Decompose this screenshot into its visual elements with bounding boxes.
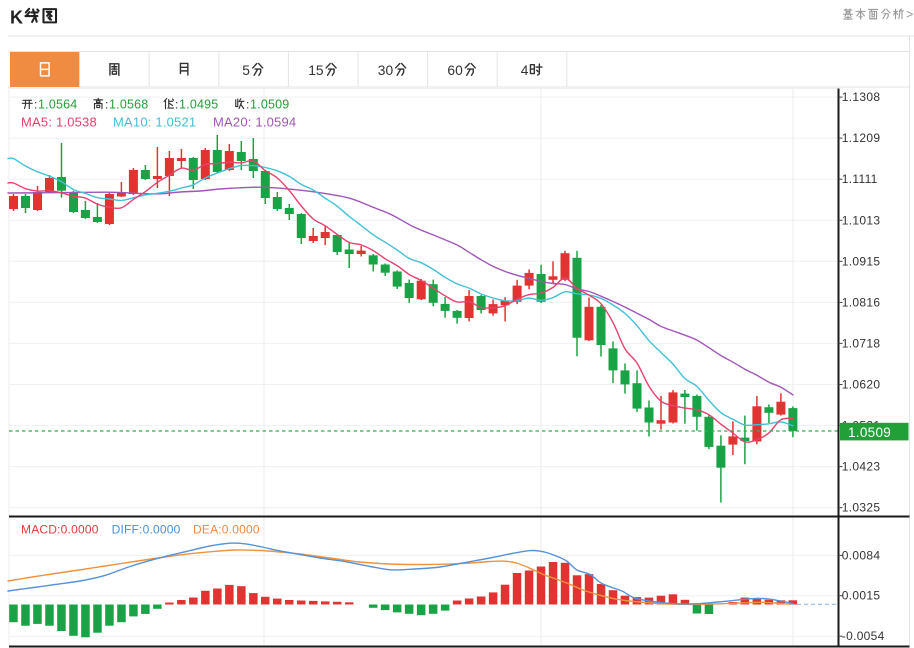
svg-text::: : (34, 98, 37, 112)
svg-text::: : (105, 98, 108, 112)
svg-text:1.1209: 1.1209 (842, 131, 881, 145)
svg-text:1.1013: 1.1013 (842, 213, 881, 227)
svg-text:1.1111: 1.1111 (842, 172, 878, 186)
svg-text:30: 30 (378, 63, 394, 78)
svg-text:1.0325: 1.0325 (842, 501, 881, 515)
svg-text:1.0620: 1.0620 (842, 378, 881, 392)
svg-text:MACD:0.0000: MACD:0.0000 (21, 523, 99, 537)
svg-text:1.0816: 1.0816 (842, 295, 881, 309)
svg-text:1.0564: 1.0564 (38, 98, 77, 112)
svg-text:MA10: 1.0521: MA10: 1.0521 (113, 115, 196, 130)
svg-text:1.0509: 1.0509 (250, 98, 289, 112)
svg-text:MA5: 1.0538: MA5: 1.0538 (21, 115, 97, 130)
svg-text:-0.0054: -0.0054 (842, 629, 885, 643)
svg-text:0.0084: 0.0084 (842, 548, 881, 562)
svg-text:>: > (906, 8, 913, 22)
svg-text:60: 60 (447, 63, 463, 78)
svg-text::: : (246, 98, 249, 112)
svg-text:MA20: 1.0594: MA20: 1.0594 (213, 115, 296, 130)
svg-text:DIFF:0.0000: DIFF:0.0000 (112, 523, 181, 537)
svg-text:0.0015: 0.0015 (842, 589, 881, 603)
svg-text:1.0423: 1.0423 (842, 460, 881, 474)
svg-text:K: K (10, 8, 23, 28)
svg-text:5: 5 (242, 63, 250, 78)
svg-text:1.0718: 1.0718 (842, 336, 881, 350)
svg-text:1.0568: 1.0568 (109, 98, 148, 112)
svg-text:4: 4 (521, 63, 529, 78)
svg-text:1.0495: 1.0495 (179, 98, 218, 112)
svg-text:1.1308: 1.1308 (842, 90, 881, 104)
svg-text:1.0915: 1.0915 (842, 254, 881, 268)
svg-text:1.0509: 1.0509 (848, 425, 891, 440)
svg-text::: : (175, 98, 178, 112)
svg-text:15: 15 (308, 63, 324, 78)
svg-text:DEA:0.0000: DEA:0.0000 (193, 523, 260, 537)
